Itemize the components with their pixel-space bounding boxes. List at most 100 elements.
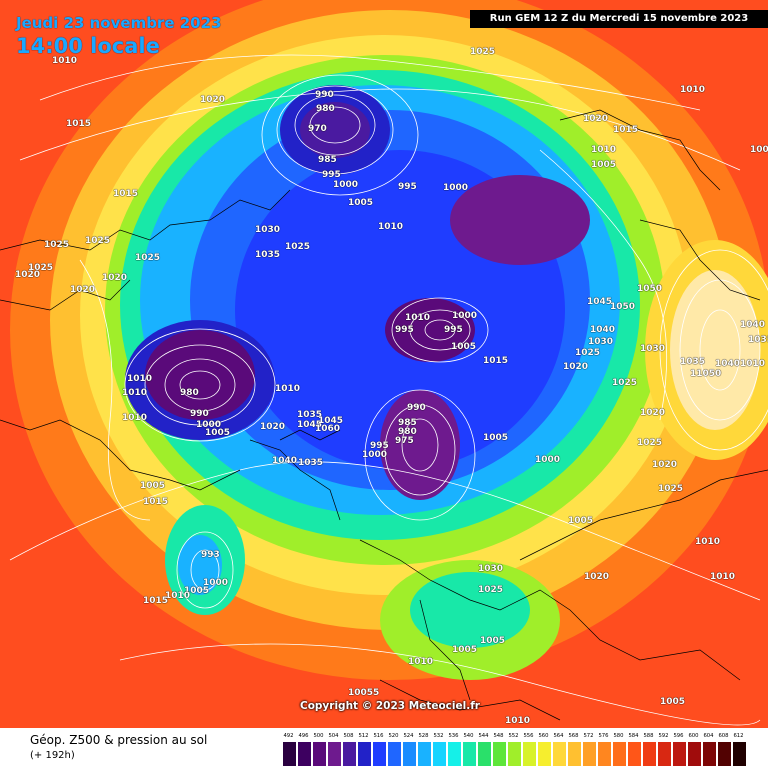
- scale-color-cell: [478, 742, 491, 766]
- scale-tick-label: 584: [628, 733, 639, 739]
- scale-color-cell: [343, 742, 356, 766]
- isobar-label: 1050: [637, 284, 663, 294]
- isobar-label: 1010: [740, 359, 766, 369]
- isobar-label: 1005: [348, 198, 374, 208]
- isobar-label: 11050: [690, 369, 722, 379]
- isobar-label: 1035: [297, 410, 323, 420]
- scale-tick-label: 572: [583, 733, 594, 739]
- isobar-label: 993: [201, 550, 220, 560]
- scale-tick-label: 544: [478, 733, 489, 739]
- scale-color-cell: [433, 742, 446, 766]
- scale-tick-label: 492: [283, 733, 294, 739]
- isobar-label: 990: [190, 409, 209, 419]
- scale-color-cell: [493, 742, 506, 766]
- scale-color-cell: [298, 742, 311, 766]
- isobar-label: 1010: [505, 716, 531, 726]
- scale-tick-label: 520: [388, 733, 399, 739]
- map-canvas: [0, 0, 768, 726]
- isobar-label: 1020: [260, 422, 286, 432]
- isobar-label: 1025: [28, 263, 54, 273]
- isobar-label: 1010: [405, 313, 431, 323]
- scale-color-cell: [658, 742, 671, 766]
- europe-band-inner: [410, 572, 530, 648]
- isobar-label: 1035: [748, 335, 768, 345]
- scale-tick-label: 540: [463, 733, 474, 739]
- scale-tick-label: 564: [553, 733, 564, 739]
- scale-color-cell: [628, 742, 641, 766]
- isobar-label: 1030: [640, 344, 666, 354]
- isobar-label: 1000: [535, 455, 561, 465]
- isobar-label: 1000: [750, 145, 768, 155]
- isobar-lines: [9, 54, 768, 726]
- isobar-label: 1010: [408, 657, 434, 667]
- model-run-banner: Run GEM 12 Z du Mercredi 15 novembre 202…: [470, 10, 768, 28]
- isobar-label: 1010: [710, 572, 736, 582]
- isobar-label: 1025: [658, 484, 684, 494]
- isobar-label: 1000: [333, 180, 359, 190]
- isobar-label: 995: [370, 441, 389, 451]
- isobar-label: 1025: [85, 236, 111, 246]
- isobar-label: 1005: [568, 516, 594, 526]
- isobar-label: 1015: [143, 596, 169, 606]
- east-high-inner: [670, 270, 760, 430]
- scale-tick-label: 600: [688, 733, 699, 739]
- isobar-label: 980: [316, 104, 335, 114]
- isobar-label: 1010: [591, 145, 617, 155]
- isobar-label: 1020: [200, 95, 226, 105]
- atlantic-low-inner: [178, 535, 222, 595]
- coastlines: [0, 109, 768, 721]
- isobar-label: 1020: [15, 270, 41, 280]
- scale-color-cell: [463, 742, 476, 766]
- isobar-label: 1010: [378, 222, 404, 232]
- isobar-label: 1010: [127, 374, 153, 384]
- scale-tick-label: 612: [733, 733, 744, 739]
- low-core-west: [145, 330, 255, 420]
- isobar-label: 10055: [348, 688, 380, 698]
- scale-tick-label: 508: [343, 733, 354, 739]
- isobar-label: 1015: [113, 189, 139, 199]
- isobar-label: 1020: [584, 572, 610, 582]
- isobar-label: 1005: [205, 428, 231, 438]
- isobar-label: 1015: [66, 119, 92, 129]
- scale-tick-label: 516: [373, 733, 384, 739]
- isobar-label: 1005: [591, 160, 617, 170]
- scale-color-cell: [613, 742, 626, 766]
- isobar-label: 995: [395, 325, 414, 335]
- scale-tick-label: 604: [703, 733, 714, 739]
- scale-tick-label: 568: [568, 733, 579, 739]
- scale-color-cell: [703, 742, 716, 766]
- isobar-label: 985: [398, 418, 417, 428]
- isobar-label: 1025: [135, 253, 161, 263]
- scale-tick-label: 496: [298, 733, 309, 739]
- scale-color-cell: [373, 742, 386, 766]
- isobar-label: 1040: [272, 456, 298, 466]
- scale-tick-label: 512: [358, 733, 369, 739]
- isobar-label: 1025: [612, 378, 638, 388]
- scale-color-cell: [598, 742, 611, 766]
- scale-color-cell: [418, 742, 431, 766]
- scale-tick-label: 504: [328, 733, 339, 739]
- low-core-north-inner: [300, 102, 370, 158]
- isobar-label: 975: [395, 436, 414, 446]
- scale-tick-label: 556: [523, 733, 534, 739]
- forecast-lead-time: (+ 192h): [30, 750, 75, 761]
- scale-color-cell: [733, 742, 746, 766]
- scale-tick-label: 532: [433, 733, 444, 739]
- scale-tick-label: 592: [658, 733, 669, 739]
- scale-color-cell: [508, 742, 521, 766]
- scale-color-cell: [448, 742, 461, 766]
- isobar-label: 1000: [452, 311, 478, 321]
- isobar-label: 1025: [575, 348, 601, 358]
- color-scale: 492 496 500 504 508 512 516 520 524 528 532 536 540 5…: [282, 733, 750, 766]
- isobar-label: 1010: [122, 413, 148, 423]
- isobar-label: 1000: [196, 420, 222, 430]
- isobar-label: 1050: [610, 302, 636, 312]
- isobar-label: 1035: [255, 250, 281, 260]
- isobar-label: 1010: [275, 384, 301, 394]
- scale-color-cell: [643, 742, 656, 766]
- scale-tick-label: 560: [538, 733, 549, 739]
- isobar-label: 1010: [122, 388, 148, 398]
- scale-color-cell: [538, 742, 551, 766]
- isobar-label: 1035: [680, 357, 706, 367]
- isobar-label: 980: [180, 388, 199, 398]
